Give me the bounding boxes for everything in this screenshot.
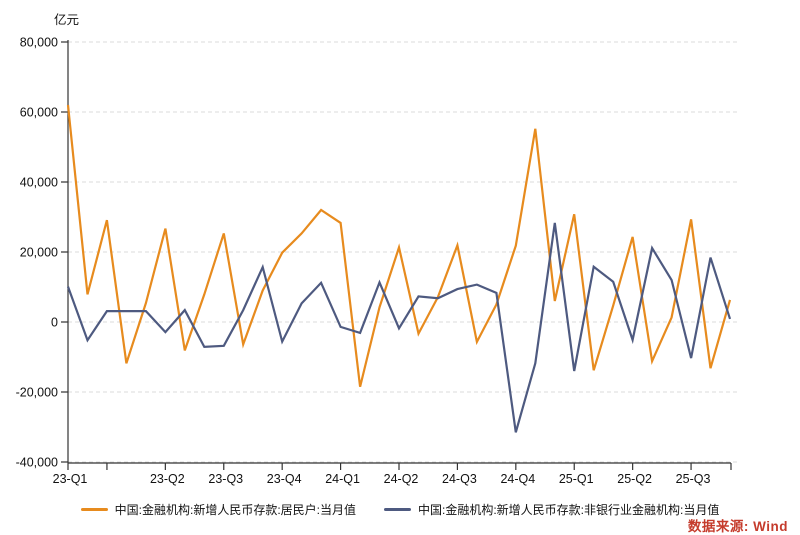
series-line-household — [66, 104, 732, 388]
legend-label-household: 中国:金融机构:新增人民币存款:居民户:当月值 — [114, 503, 356, 517]
x-tick-label: 24-Q3 — [442, 472, 477, 486]
x-tick-label: 25-Q3 — [676, 472, 711, 486]
legend-label-nonbank: 中国:金融机构:新增人民币存款:非银行业金融机构:当月值 — [418, 503, 720, 517]
x-tick-label: 25-Q1 — [559, 472, 594, 486]
series-line-nonbank — [66, 222, 732, 433]
y-tick-label: 40,000 — [20, 176, 58, 190]
legend-item-nonbank: 中国:金融机构:新增人民币存款:非银行业金融机构:当月值 — [384, 501, 719, 518]
x-tick-label: 23-Q3 — [208, 472, 243, 486]
y-tick-label: -40,000 — [16, 456, 58, 470]
x-tick-label: 23-Q1 — [53, 472, 88, 486]
y-tick-label: 20,000 — [20, 246, 58, 260]
x-tick-label: 24-Q4 — [500, 472, 535, 486]
legend-item-household: 中国:金融机构:新增人民币存款:居民户:当月值 — [80, 501, 356, 518]
x-tick-label: 23-Q4 — [267, 472, 302, 486]
x-tick-label: 24-Q2 — [384, 472, 419, 486]
y-tick-label: 0 — [51, 316, 58, 330]
y-tick-label: 80,000 — [20, 36, 58, 50]
legend-line-swatch-blue — [384, 508, 411, 511]
x-tick-label: 24-Q1 — [325, 472, 360, 486]
y-axis-unit-label: 亿元 — [54, 13, 80, 27]
x-tick-label: 25-Q2 — [617, 472, 652, 486]
chart-legend: 中国:金融机构:新增人民币存款:居民户:当月值 中国:金融机构:新增人民币存款:… — [0, 501, 800, 518]
y-tick-label: 60,000 — [20, 106, 58, 120]
legend-line-swatch-orange — [80, 508, 108, 511]
x-tick-label: 23-Q2 — [150, 472, 185, 486]
data-source-label: 数据来源: Wind — [687, 519, 788, 534]
y-tick-label: -20,000 — [16, 386, 58, 400]
new-rmb-deposits-line-chart: 80,000 60,000 40,000 20,000 0 -20,000 -40,000 2… — [16, 36, 739, 486]
